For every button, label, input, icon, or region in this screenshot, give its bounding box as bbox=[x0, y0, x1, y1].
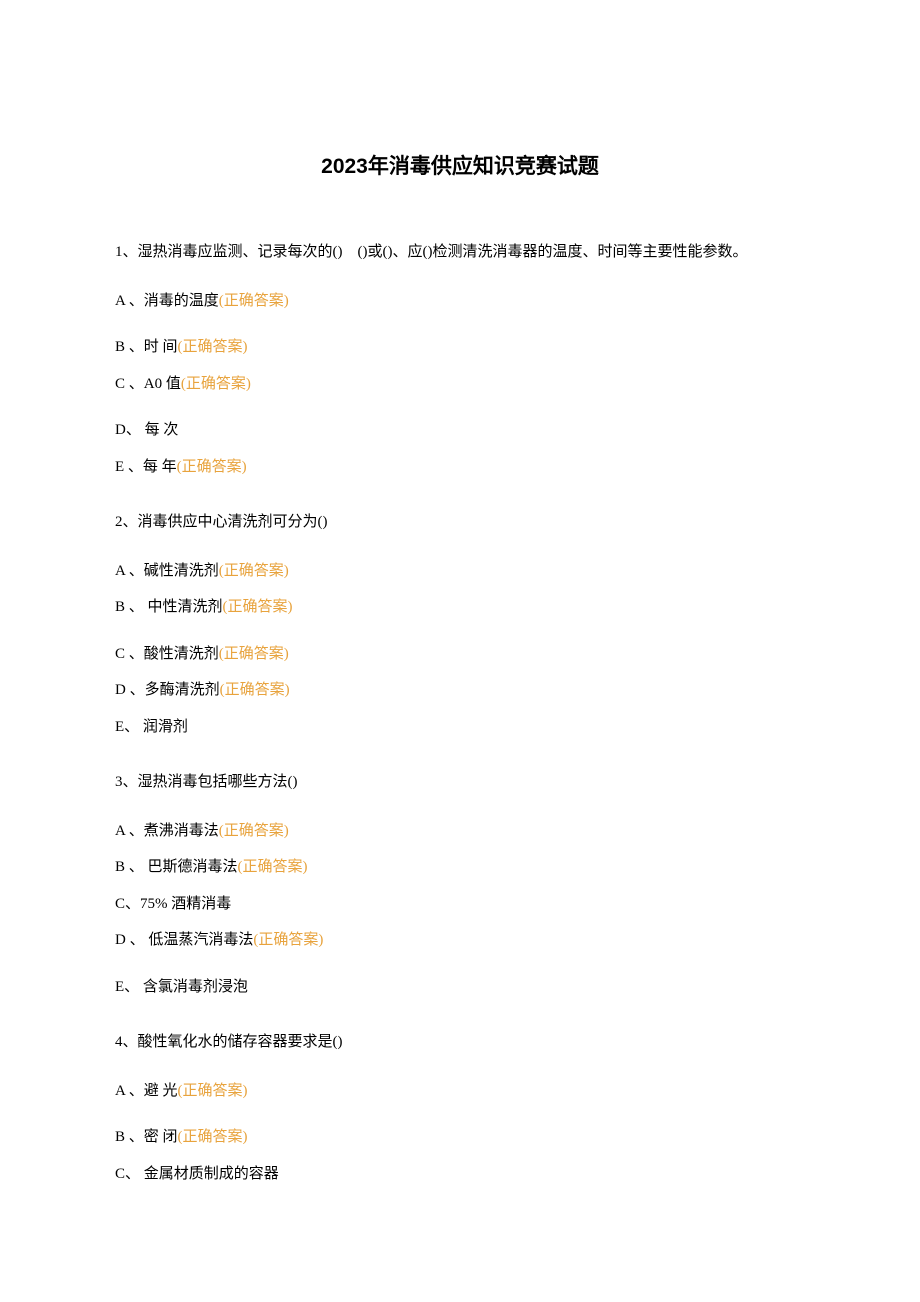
question-text: 1、湿热消毒应监测、记录每次的() ()或()、应()检测清洗消毒器的温度、时间… bbox=[115, 240, 805, 266]
option-d: D、 每 次 bbox=[115, 419, 805, 442]
option-label: E 、每 年 bbox=[115, 459, 177, 475]
option-label: D、 每 次 bbox=[115, 422, 178, 438]
option-label: A 、消毒的温度 bbox=[115, 293, 219, 309]
option-c: C、 金属材质制成的容器 bbox=[115, 1163, 805, 1186]
option-label: C 、酸性清洗剂 bbox=[115, 646, 219, 662]
option-label: D 、多酶清洗剂 bbox=[115, 682, 220, 698]
option-label: B 、 巴斯德消毒法 bbox=[115, 859, 238, 875]
correct-marker: (正确答案) bbox=[177, 459, 247, 475]
option-label: E、 含氯消毒剂浸泡 bbox=[115, 979, 248, 995]
question-text: 2、消毒供应中心清洗剂可分为() bbox=[115, 510, 805, 536]
question-text: 4、酸性氧化水的储存容器要求是() bbox=[115, 1030, 805, 1056]
correct-marker: (正确答案) bbox=[253, 932, 323, 948]
option-label: B 、时 间 bbox=[115, 339, 178, 355]
option-label: A 、避 光 bbox=[115, 1083, 178, 1099]
correct-marker: (正确答案) bbox=[219, 563, 289, 579]
option-label: C、75% 酒精消毒 bbox=[115, 896, 231, 912]
option-e: E、 润滑剂 bbox=[115, 716, 805, 739]
option-a: A 、避 光(正确答案) bbox=[115, 1080, 805, 1103]
correct-marker: (正确答案) bbox=[219, 293, 289, 309]
option-label: A 、煮沸消毒法 bbox=[115, 823, 219, 839]
correct-marker: (正确答案) bbox=[238, 859, 308, 875]
correct-marker: (正确答案) bbox=[219, 646, 289, 662]
option-group: A 、避 光(正确答案) B 、密 闭(正确答案) C、 金属材质制成的容器 bbox=[115, 1080, 805, 1186]
option-a: A 、煮沸消毒法(正确答案) bbox=[115, 820, 805, 843]
question-2: 2、消毒供应中心清洗剂可分为() A 、碱性清洗剂(正确答案) B 、 中性清洗… bbox=[115, 510, 805, 738]
option-label: D 、 低温蒸汽消毒法 bbox=[115, 932, 253, 948]
option-label: C 、A0 值 bbox=[115, 376, 181, 392]
correct-marker: (正确答案) bbox=[181, 376, 251, 392]
option-e: E、 含氯消毒剂浸泡 bbox=[115, 976, 805, 999]
option-b: B 、密 闭(正确答案) bbox=[115, 1126, 805, 1149]
option-e: E 、每 年(正确答案) bbox=[115, 456, 805, 479]
correct-marker: (正确答案) bbox=[178, 339, 248, 355]
option-label: B 、 中性清洗剂 bbox=[115, 599, 223, 615]
correct-marker: (正确答案) bbox=[178, 1083, 248, 1099]
option-label: A 、碱性清洗剂 bbox=[115, 563, 219, 579]
question-text: 3、湿热消毒包括哪些方法() bbox=[115, 770, 805, 796]
option-b: B 、时 间(正确答案) bbox=[115, 336, 805, 359]
option-b: B 、 巴斯德消毒法(正确答案) bbox=[115, 856, 805, 879]
option-label: B 、密 闭 bbox=[115, 1129, 178, 1145]
option-label: C、 金属材质制成的容器 bbox=[115, 1166, 279, 1182]
option-label: E、 润滑剂 bbox=[115, 719, 188, 735]
question-3: 3、湿热消毒包括哪些方法() A 、煮沸消毒法(正确答案) B 、 巴斯德消毒法… bbox=[115, 770, 805, 998]
question-4: 4、酸性氧化水的储存容器要求是() A 、避 光(正确答案) B 、密 闭(正确… bbox=[115, 1030, 805, 1185]
option-d: D 、 低温蒸汽消毒法(正确答案) bbox=[115, 929, 805, 952]
option-d: D 、多酶清洗剂(正确答案) bbox=[115, 679, 805, 702]
option-group: A 、消毒的温度(正确答案) B 、时 间(正确答案) C 、A0 值(正确答案… bbox=[115, 290, 805, 479]
question-1: 1、湿热消毒应监测、记录每次的() ()或()、应()检测清洗消毒器的温度、时间… bbox=[115, 240, 805, 478]
correct-marker: (正确答案) bbox=[220, 682, 290, 698]
option-a: A 、消毒的温度(正确答案) bbox=[115, 290, 805, 313]
correct-marker: (正确答案) bbox=[223, 599, 293, 615]
option-c: C 、酸性清洗剂(正确答案) bbox=[115, 643, 805, 666]
option-b: B 、 中性清洗剂(正确答案) bbox=[115, 596, 805, 619]
correct-marker: (正确答案) bbox=[219, 823, 289, 839]
option-c: C 、A0 值(正确答案) bbox=[115, 373, 805, 396]
page-title: 2023年消毒供应知识竞赛试题 bbox=[115, 150, 805, 180]
option-a: A 、碱性清洗剂(正确答案) bbox=[115, 560, 805, 583]
option-c: C、75% 酒精消毒 bbox=[115, 893, 805, 916]
option-group: A 、碱性清洗剂(正确答案) B 、 中性清洗剂(正确答案) C 、酸性清洗剂(… bbox=[115, 560, 805, 739]
option-group: A 、煮沸消毒法(正确答案) B 、 巴斯德消毒法(正确答案) C、75% 酒精… bbox=[115, 820, 805, 999]
correct-marker: (正确答案) bbox=[178, 1129, 248, 1145]
